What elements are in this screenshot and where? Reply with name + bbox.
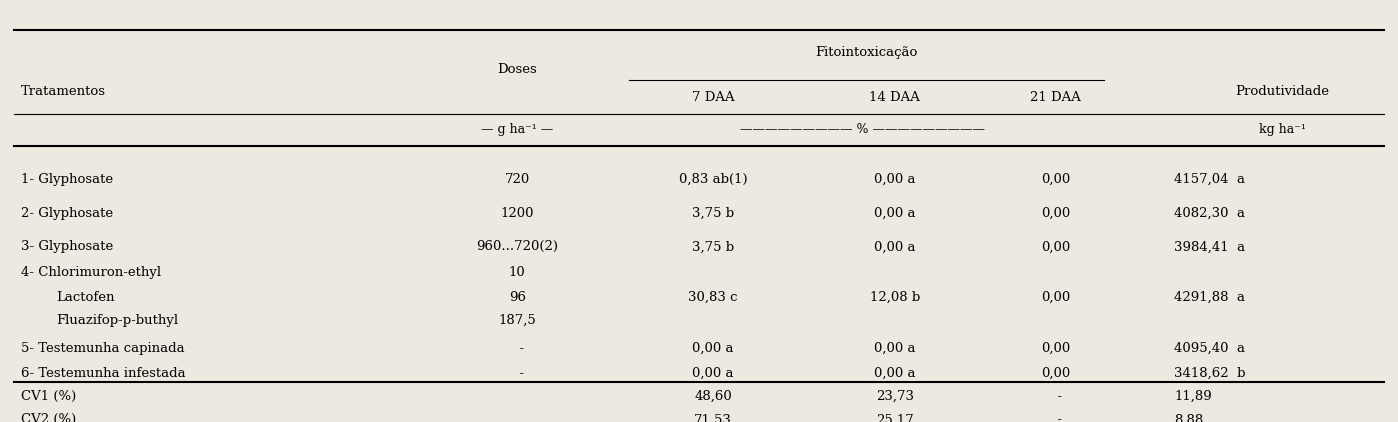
Text: 0,00: 0,00 — [1042, 342, 1069, 354]
Text: 4095,40  a: 4095,40 a — [1174, 342, 1246, 354]
Text: 0,00: 0,00 — [1042, 173, 1069, 186]
Text: -: - — [1048, 414, 1062, 422]
Text: 720: 720 — [505, 173, 530, 186]
Text: -: - — [510, 342, 524, 354]
Text: 14 DAA: 14 DAA — [870, 91, 920, 103]
Text: 0,00 a: 0,00 a — [692, 342, 734, 354]
Text: Fitointoxicação: Fitointoxicação — [815, 46, 918, 59]
Text: 187,5: 187,5 — [498, 314, 537, 327]
Text: 4- Chlorimuron-ethyl: 4- Chlorimuron-ethyl — [21, 266, 161, 279]
Text: -: - — [1048, 390, 1062, 403]
Text: 0,00 a: 0,00 a — [692, 367, 734, 380]
Text: 1200: 1200 — [500, 207, 534, 219]
Text: CV1 (%): CV1 (%) — [21, 390, 77, 403]
Text: 960...720(2): 960...720(2) — [477, 241, 558, 253]
Text: 10: 10 — [509, 266, 526, 279]
Text: Fluazifop-p-buthyl: Fluazifop-p-buthyl — [56, 314, 178, 327]
Text: Doses: Doses — [498, 63, 537, 76]
Text: 6- Testemunha infestada: 6- Testemunha infestada — [21, 367, 186, 380]
Text: 2- Glyphosate: 2- Glyphosate — [21, 207, 113, 219]
Text: 25,17: 25,17 — [875, 414, 914, 422]
Text: 3- Glyphosate: 3- Glyphosate — [21, 241, 113, 253]
Text: 0,00 a: 0,00 a — [874, 207, 916, 219]
Text: 3984,41  a: 3984,41 a — [1174, 241, 1246, 253]
Text: 1- Glyphosate: 1- Glyphosate — [21, 173, 113, 186]
Text: 0,00: 0,00 — [1042, 241, 1069, 253]
Text: 0,00 a: 0,00 a — [874, 342, 916, 354]
Text: kg ha⁻¹: kg ha⁻¹ — [1258, 123, 1306, 136]
Text: 4291,88  a: 4291,88 a — [1174, 291, 1246, 304]
Text: ————————— % —————————: ————————— % ————————— — [740, 123, 986, 136]
Text: 12,08 b: 12,08 b — [870, 291, 920, 304]
Text: 23,73: 23,73 — [875, 390, 914, 403]
Text: 8,88: 8,88 — [1174, 414, 1204, 422]
Text: 11,89: 11,89 — [1174, 390, 1212, 403]
Text: 0,00: 0,00 — [1042, 207, 1069, 219]
Text: 3,75 b: 3,75 b — [692, 241, 734, 253]
Text: 7 DAA: 7 DAA — [692, 91, 734, 103]
Text: — g ha⁻¹ —: — g ha⁻¹ — — [481, 123, 554, 136]
Text: Lactofen: Lactofen — [56, 291, 115, 304]
Text: 0,00 a: 0,00 a — [874, 367, 916, 380]
Text: 71,53: 71,53 — [693, 414, 733, 422]
Text: -: - — [510, 367, 524, 380]
Text: 4082,30  a: 4082,30 a — [1174, 207, 1246, 219]
Text: 0,00: 0,00 — [1042, 291, 1069, 304]
Text: 3418,62  b: 3418,62 b — [1174, 367, 1246, 380]
Text: CV2 (%): CV2 (%) — [21, 414, 77, 422]
Text: 0,00: 0,00 — [1042, 367, 1069, 380]
Text: 21 DAA: 21 DAA — [1030, 91, 1081, 103]
Text: 4157,04  a: 4157,04 a — [1174, 173, 1246, 186]
Text: Produtividade: Produtividade — [1234, 85, 1329, 98]
Text: 30,83 c: 30,83 c — [688, 291, 738, 304]
Text: 48,60: 48,60 — [693, 390, 733, 403]
Text: 5- Testemunha capinada: 5- Testemunha capinada — [21, 342, 185, 354]
Text: 0,83 ab(1): 0,83 ab(1) — [678, 173, 748, 186]
Text: 3,75 b: 3,75 b — [692, 207, 734, 219]
Text: 0,00 a: 0,00 a — [874, 173, 916, 186]
Text: 0,00 a: 0,00 a — [874, 241, 916, 253]
Text: Tratamentos: Tratamentos — [21, 85, 106, 98]
Text: 96: 96 — [509, 291, 526, 304]
